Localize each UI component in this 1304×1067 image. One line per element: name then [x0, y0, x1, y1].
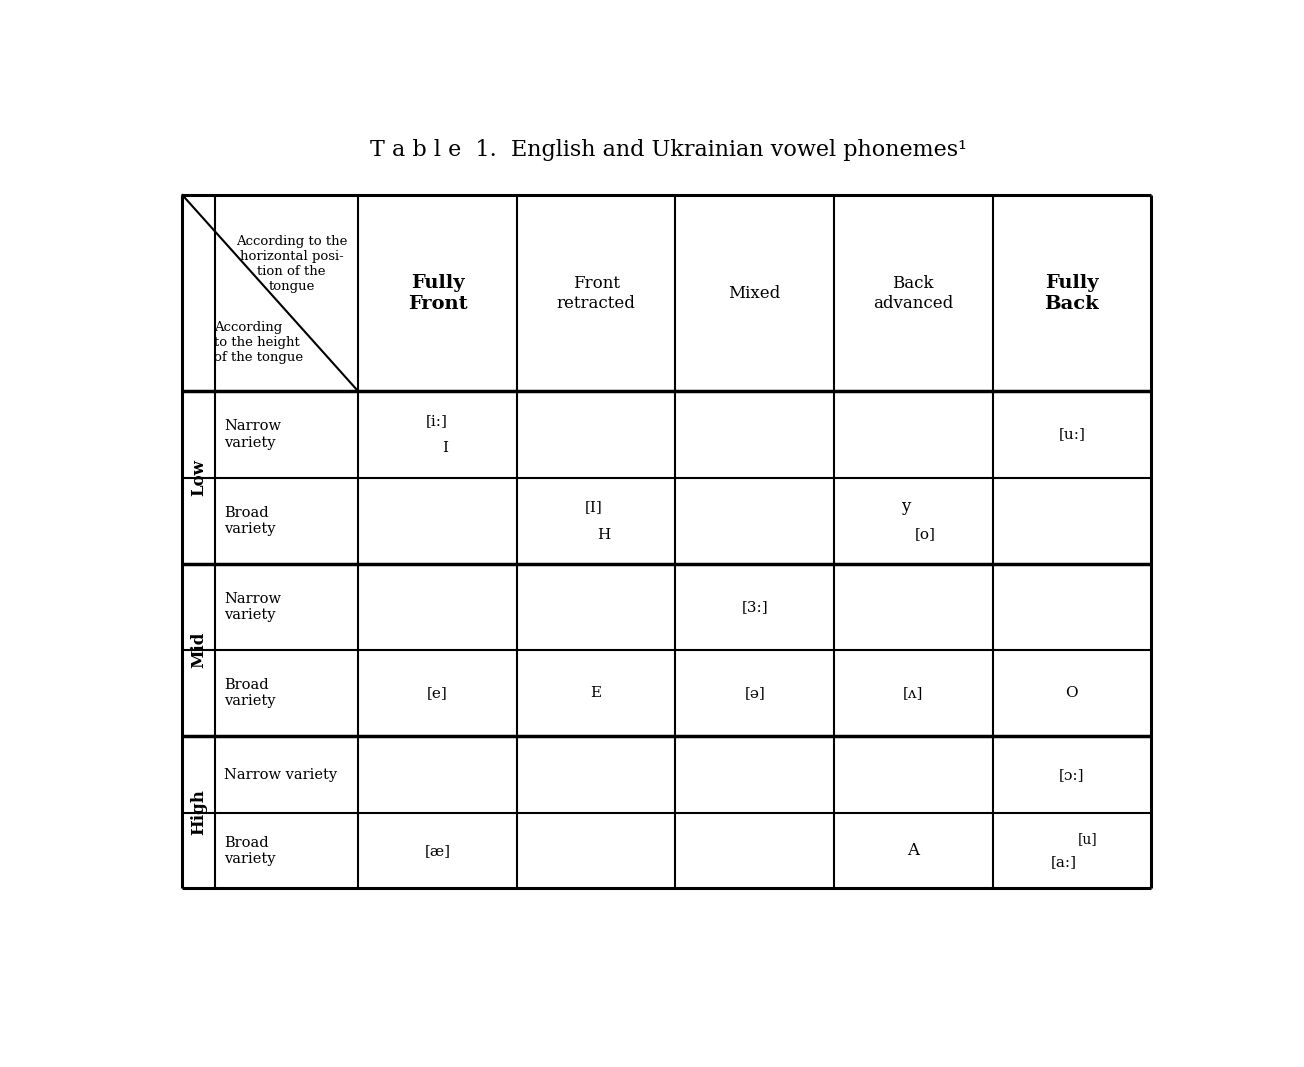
Text: Narrow variety: Narrow variety — [224, 768, 338, 782]
Text: [ɔ:]: [ɔ:] — [1059, 768, 1085, 782]
Text: [I]: [I] — [584, 499, 602, 514]
Text: y: y — [901, 498, 910, 515]
Text: Fully
Front: Fully Front — [408, 274, 467, 313]
Text: Broad
variety: Broad variety — [224, 835, 275, 865]
Text: [i:]: [i:] — [426, 414, 447, 428]
Text: According
to the height
of the tongue: According to the height of the tongue — [214, 321, 303, 364]
Text: Front
retracted: Front retracted — [557, 275, 635, 312]
Text: O: O — [1065, 686, 1078, 700]
Text: According to the
horizontal posi-
tion of the
tongue: According to the horizontal posi- tion o… — [236, 235, 347, 292]
Text: [e]: [e] — [428, 686, 449, 700]
Text: T a b l e  1.  English and Ukrainian vowel phonemes¹: T a b l e 1. English and Ukrainian vowel… — [370, 140, 966, 161]
Text: Low: Low — [190, 459, 207, 496]
Text: A: A — [908, 842, 919, 859]
Text: Fully
Back: Fully Back — [1045, 274, 1099, 313]
Text: Narrow
variety: Narrow variety — [224, 419, 282, 449]
Text: [ə]: [ə] — [745, 686, 765, 700]
Text: [u:]: [u:] — [1059, 428, 1085, 442]
Text: I: I — [442, 442, 449, 456]
Text: H: H — [597, 527, 610, 542]
Text: Mid: Mid — [190, 632, 207, 668]
Text: Broad
variety: Broad variety — [224, 506, 275, 536]
Text: [a:]: [a:] — [1051, 856, 1077, 870]
Text: Mixed: Mixed — [729, 285, 781, 302]
Text: [o]: [o] — [914, 527, 935, 542]
Text: [ʌ]: [ʌ] — [904, 686, 923, 700]
Text: High: High — [190, 790, 207, 835]
Text: [u]: [u] — [1077, 832, 1097, 846]
Text: [3:]: [3:] — [742, 600, 768, 614]
Text: Narrow
variety: Narrow variety — [224, 592, 282, 622]
Text: [æ]: [æ] — [425, 844, 451, 858]
Text: Back
advanced: Back advanced — [874, 275, 953, 312]
Text: E: E — [591, 686, 601, 700]
Text: Broad
variety: Broad variety — [224, 679, 275, 708]
